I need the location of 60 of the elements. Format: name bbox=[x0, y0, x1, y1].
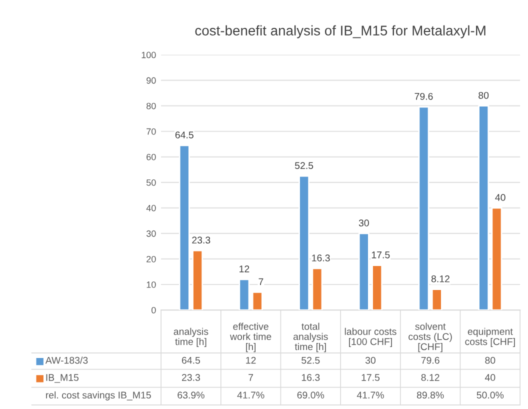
bar bbox=[238, 278, 250, 310]
x-tick-label: analysis time [h] bbox=[174, 328, 208, 348]
y-tick-label: 90 bbox=[146, 77, 156, 84]
bar bbox=[192, 250, 204, 310]
annotation: 80 bbox=[478, 92, 489, 99]
legend-label: AW-183/3 bbox=[45, 356, 88, 364]
bar bbox=[478, 105, 490, 310]
x-tick-label: solvent costs (LC) [CHF] bbox=[408, 322, 452, 352]
x-tick-label: effective work time [h] bbox=[230, 322, 272, 352]
annotation: 8.12 bbox=[431, 275, 450, 282]
y-tick-label: 60 bbox=[146, 154, 156, 160]
y-tick-label: 0 bbox=[152, 306, 156, 314]
y-tick-label: 80 bbox=[146, 102, 156, 110]
x-tick-label: total analysis time [h] bbox=[293, 322, 328, 352]
data-label: 12 bbox=[246, 356, 256, 364]
y-tick-label: 70 bbox=[146, 128, 156, 135]
y-tick-label: 100 bbox=[142, 52, 156, 58]
text: rel. cost savings IB_M15 bbox=[46, 391, 151, 400]
bar bbox=[312, 268, 323, 310]
annotation: 64.5 bbox=[175, 131, 194, 138]
bar bbox=[372, 264, 383, 310]
data-label: 30 bbox=[365, 356, 376, 364]
annotation: 7 bbox=[258, 278, 264, 286]
data-label: 16.3 bbox=[302, 374, 320, 381]
annotation: 30 bbox=[358, 220, 369, 226]
annotation: 40 bbox=[495, 194, 506, 201]
text: 41.7% bbox=[356, 392, 384, 398]
data-label: 80 bbox=[485, 356, 496, 364]
data-label: 40 bbox=[484, 374, 496, 381]
text: 63.9% bbox=[178, 392, 204, 399]
data-label: 8.12 bbox=[421, 374, 440, 381]
data-label: 7 bbox=[248, 374, 254, 381]
annotation: 23.3 bbox=[192, 236, 210, 244]
bar bbox=[178, 144, 190, 310]
annotation: 79.6 bbox=[414, 92, 433, 100]
data-label: 64.5 bbox=[182, 356, 200, 364]
y-tick-label: 30 bbox=[146, 230, 156, 237]
x-tick-label: labour costs [100 CHF] bbox=[344, 328, 396, 348]
bar bbox=[491, 207, 502, 310]
annotation: 17.5 bbox=[372, 252, 390, 258]
annotation: 12 bbox=[240, 265, 250, 272]
data-label: 79.6 bbox=[421, 356, 440, 364]
bar bbox=[431, 288, 442, 310]
bar bbox=[252, 291, 263, 310]
x-tick-label: equipment costs [CHF] bbox=[465, 328, 515, 348]
data-label: 17.5 bbox=[362, 374, 380, 381]
y-tick-label: 50 bbox=[146, 179, 156, 186]
text: 41.7% bbox=[237, 392, 264, 398]
text: 89.8% bbox=[416, 392, 444, 399]
text: 50.0% bbox=[476, 392, 504, 399]
y-tick-label: 40 bbox=[146, 204, 156, 212]
chart-title: cost-benefit analysis of IB_M15 for Metalaxyl-M bbox=[195, 25, 486, 38]
text: 69.0% bbox=[297, 392, 324, 399]
annotation: 16.3 bbox=[312, 254, 330, 262]
data-label: 23.3 bbox=[182, 374, 200, 381]
y-tick-label: 20 bbox=[146, 256, 156, 262]
legend-label: IB_M15 bbox=[46, 374, 79, 383]
annotation: 52.5 bbox=[294, 162, 314, 170]
y-tick-label: 10 bbox=[146, 281, 156, 288]
data-label: 52.5 bbox=[302, 356, 320, 364]
